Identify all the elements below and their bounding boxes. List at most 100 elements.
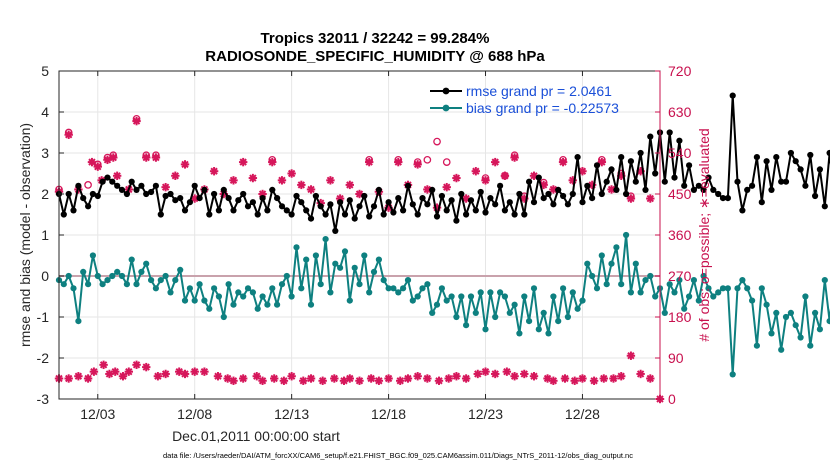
bias-point [764,302,770,308]
bias-point [565,314,571,320]
rmse-point [478,189,484,195]
bias-point [376,257,382,263]
obs-evaluated-marker [435,377,443,385]
obs-evaluated-marker [443,183,451,191]
obs-evaluated-marker [396,377,404,385]
rmse-point [604,179,610,185]
y-tick-label-right: 90 [668,350,684,366]
rmse-point [497,183,503,189]
bias-point [158,277,164,283]
bias-point [342,248,348,254]
bias-point [293,244,299,250]
obs-evaluated-marker [278,176,286,184]
rmse-point [100,179,106,185]
bias-point [163,273,169,279]
obs-evaluated-marker [210,167,218,175]
rmse-point [453,218,459,224]
bias-point [623,232,629,238]
obs-evaluated-marker [636,370,644,378]
bias-point [192,298,198,304]
rmse-point [395,195,401,201]
rmse-point [75,183,81,189]
rmse-point [725,195,731,201]
bias-point [473,310,479,316]
rmse-point [618,154,624,160]
obs-evaluated-marker [109,153,117,161]
obs-evaluated-marker [491,158,499,166]
bias-point [798,334,804,340]
bias-point [812,310,818,316]
bias-point [482,326,488,332]
obs-evaluated-marker [154,372,162,380]
y-tick-label-left: 1 [41,227,49,243]
rmse-point [449,197,455,203]
obs-evaluated-marker [64,374,72,382]
bias-point [827,318,830,324]
rmse-point [138,183,144,189]
rmse-point [211,191,217,197]
bias-point [95,273,101,279]
rmse-point [783,179,789,185]
obs-evaluated-marker [530,372,538,380]
rmse-point [410,201,416,207]
bias-point [327,289,333,295]
bias-point [221,314,227,320]
bias-point [773,310,779,316]
rmse-point [667,129,673,135]
y-tick-label-left: -2 [37,350,50,366]
rmse-point [66,191,72,197]
bias-point [260,293,266,299]
rmse-point [759,199,765,205]
bias-point [390,285,396,291]
obs-evaluated-marker [125,367,133,375]
rmse-point [405,183,411,189]
rmse-point [507,199,513,205]
y-tick-label-left: -3 [37,391,50,407]
obs-evaluated-marker [191,367,199,375]
rmse-point [148,189,154,195]
rmse-point [768,187,774,193]
obs-evaluated-marker [510,153,518,161]
obs-evaluated-marker [181,370,189,378]
rmse-point [565,201,571,207]
bias-point [148,277,154,283]
rmse-point [371,203,377,209]
bias-point [167,289,173,295]
obs-evaluated-marker [326,176,334,184]
obs-evaluated-marker [99,361,107,369]
rmse-point [715,191,721,197]
bias-point [361,252,367,258]
bias-point [638,289,644,295]
bias-point [284,273,290,279]
bias-point [318,281,324,287]
rmse-point [793,158,799,164]
rmse-point [754,154,760,160]
rmse-point [424,201,430,207]
bias-point [405,277,411,283]
obs-evaluated-marker [367,374,375,382]
y-tick-label-left: 0 [41,268,49,284]
bias-point [608,261,614,267]
bias-point [541,310,547,316]
obs-evaluated-marker [452,174,460,182]
bias-point [61,281,67,287]
rmse-point [230,207,236,213]
obs-evaluated-marker [472,167,480,175]
bias-point [337,265,343,271]
rmse-point [269,187,275,193]
rmse-point [560,193,566,199]
rmse-point [109,179,115,185]
rmse-point [521,211,527,217]
rmse-point [788,150,794,156]
rmse-point [676,138,682,144]
rmse-point [444,207,450,213]
bias-point [129,257,135,263]
rmse-point [318,203,324,209]
bias-point [172,277,178,283]
rmse-point [458,191,464,197]
x-tick-label: 12/08 [177,406,212,422]
obs-evaluated-marker [287,372,295,380]
rmse-point [400,207,406,213]
bias-point [143,261,149,267]
obs-evaluated-marker [462,374,470,382]
